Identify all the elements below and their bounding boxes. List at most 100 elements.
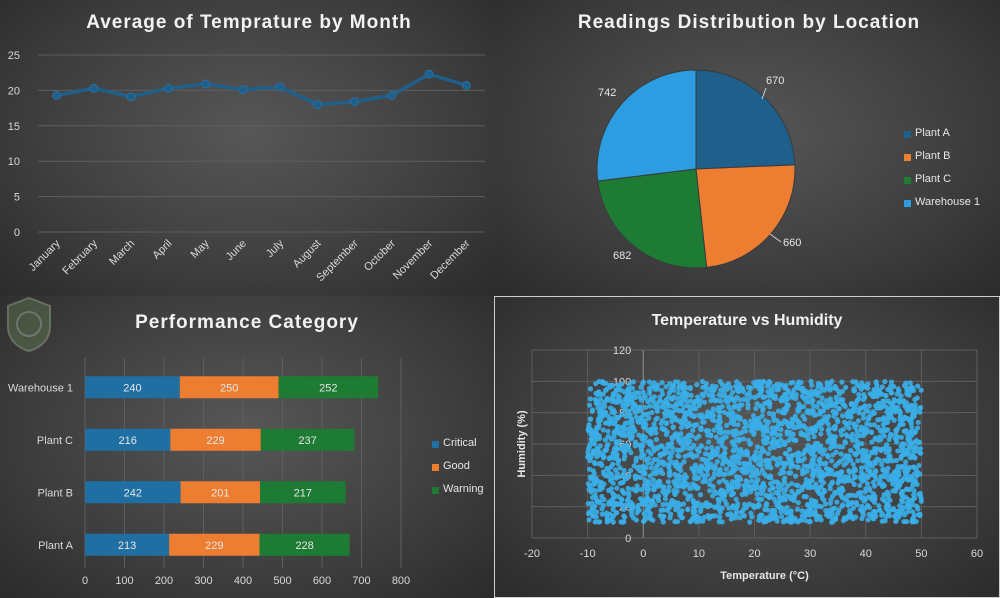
scatter-point bbox=[626, 493, 632, 499]
bar-segment bbox=[180, 481, 260, 504]
scatter-point bbox=[767, 445, 773, 451]
scatter-point bbox=[875, 424, 881, 430]
scatter-point bbox=[860, 415, 867, 421]
scatter-point bbox=[881, 492, 887, 498]
scatter-point bbox=[906, 392, 912, 398]
slice-value-label: 670 bbox=[766, 75, 784, 87]
scatter-point bbox=[588, 431, 594, 437]
scatter-point bbox=[589, 408, 595, 414]
scatter-point bbox=[824, 471, 831, 477]
scatter-point bbox=[687, 485, 693, 492]
scatter-point bbox=[611, 434, 617, 440]
scatter-point bbox=[632, 475, 639, 482]
scatter-point bbox=[783, 486, 789, 493]
scatter-point bbox=[818, 446, 824, 452]
scatter-point bbox=[847, 447, 854, 454]
scatter-point bbox=[829, 458, 835, 464]
scatter-point bbox=[758, 484, 765, 491]
scatter-point bbox=[826, 430, 832, 437]
scatter-point bbox=[798, 379, 804, 386]
scatter-point bbox=[836, 478, 842, 485]
scatter-point bbox=[877, 507, 883, 513]
scatter-point bbox=[861, 495, 867, 501]
scatter-point bbox=[888, 400, 894, 406]
scatter-point bbox=[865, 408, 871, 414]
scatter-point bbox=[793, 473, 799, 479]
scatter-point bbox=[744, 392, 750, 398]
scatter-point bbox=[643, 465, 649, 471]
scatter-point bbox=[591, 471, 597, 477]
scatter-point bbox=[893, 518, 899, 525]
scatter-point bbox=[667, 380, 673, 387]
scatter-point bbox=[770, 485, 776, 491]
scatter-point bbox=[847, 469, 853, 475]
scatter-point bbox=[703, 384, 709, 391]
scatter-point bbox=[681, 476, 687, 482]
scatter-point bbox=[818, 409, 825, 415]
scatter-point bbox=[859, 508, 865, 514]
scatter-point bbox=[778, 426, 784, 433]
scatter-point bbox=[741, 482, 747, 489]
scatter-point bbox=[716, 506, 722, 513]
scatter-point bbox=[735, 384, 741, 390]
scatter-point bbox=[684, 441, 690, 447]
scatter-point bbox=[614, 426, 620, 432]
scatter-point bbox=[630, 379, 637, 385]
scatter-point bbox=[608, 419, 614, 425]
scatter-point bbox=[677, 512, 683, 518]
scatter-point bbox=[668, 386, 674, 393]
scatter-point bbox=[816, 503, 822, 509]
scatter-point bbox=[865, 502, 871, 509]
scatter-point bbox=[878, 461, 885, 468]
scatter-point bbox=[873, 380, 879, 386]
x-tick-label: April bbox=[150, 238, 174, 262]
bar-chart-panel[interactable]: Performance Category 0 100 200 300 400 500 600… bbox=[0, 296, 494, 598]
scatter-point bbox=[597, 413, 603, 419]
scatter-point bbox=[674, 447, 680, 453]
scatter-point bbox=[644, 496, 650, 502]
scatter-point bbox=[711, 397, 718, 403]
scatter-point bbox=[669, 450, 675, 456]
line-chart-panel[interactable]: Average of Temprature by Month 0 5 10 15 20 2… bbox=[0, 0, 498, 296]
scatter-point bbox=[911, 488, 917, 494]
scatter-point bbox=[809, 460, 815, 466]
legend-item: Plant C bbox=[904, 173, 980, 196]
scatter-point bbox=[596, 422, 602, 428]
scatter-point bbox=[836, 405, 842, 412]
scatter-point bbox=[632, 394, 639, 401]
scatter-point bbox=[857, 482, 863, 489]
scatter-point bbox=[713, 434, 719, 440]
scatter-point bbox=[842, 474, 848, 480]
scatter-point bbox=[796, 456, 802, 462]
scatter-point bbox=[768, 492, 774, 498]
scatter-point bbox=[593, 381, 599, 387]
x-tick-label: October bbox=[362, 237, 398, 273]
scatter-point bbox=[723, 466, 729, 472]
scatter-chart-panel[interactable]: Temperature vs Humidity -20 -10 0 10 20 30 40 5… bbox=[494, 296, 1000, 598]
pie-chart-panel[interactable]: Readings Distribution by Location 670 660… bbox=[498, 0, 1000, 296]
scatter-point bbox=[855, 490, 861, 496]
scatter-point bbox=[600, 427, 606, 433]
scatter-point bbox=[586, 444, 593, 450]
scatter-point bbox=[908, 428, 915, 434]
scatter-point bbox=[914, 395, 920, 401]
scatter-point bbox=[760, 405, 766, 412]
scatter-point bbox=[633, 455, 640, 461]
scatter-point bbox=[709, 417, 715, 423]
scatter-point bbox=[754, 401, 760, 407]
scatter-point bbox=[906, 477, 912, 483]
scatter-point bbox=[894, 439, 900, 445]
scatter-point bbox=[646, 438, 653, 444]
x-axis-title: Temperature (°C) bbox=[720, 570, 809, 582]
scatter-point bbox=[704, 472, 711, 478]
scatter-point bbox=[784, 504, 790, 511]
scatter-point bbox=[831, 440, 837, 446]
scatter-point bbox=[722, 498, 728, 504]
scatter-point bbox=[730, 503, 736, 509]
scatter-point bbox=[653, 436, 660, 443]
scatter-point bbox=[586, 509, 592, 515]
scatter-point bbox=[726, 404, 732, 410]
scatter-point bbox=[731, 447, 737, 454]
scatter-point bbox=[873, 476, 879, 482]
scatter-point bbox=[871, 483, 878, 489]
